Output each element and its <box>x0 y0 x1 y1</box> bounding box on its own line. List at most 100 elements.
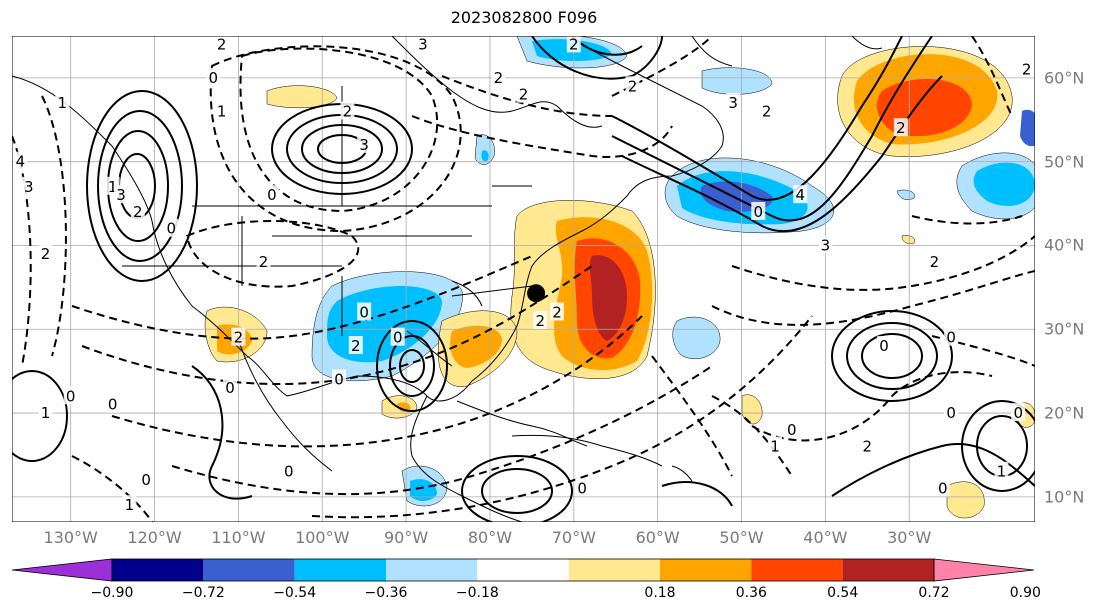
contour-label-bg <box>130 201 145 220</box>
contour-label-bg <box>13 151 28 170</box>
longitude-label: 70°W <box>551 528 596 547</box>
contour-label-bg <box>550 302 565 321</box>
contour-label: 2 <box>259 253 269 271</box>
contour-label: 4 <box>795 186 805 204</box>
contour-label: 3 <box>359 136 369 154</box>
contour-label: 0 <box>359 304 369 322</box>
contour-label-bg <box>357 302 372 321</box>
contour-label-bg <box>214 101 229 120</box>
contour-label: 0 <box>946 329 956 347</box>
contour-label: 3 <box>728 94 738 112</box>
longitude-label: 100°W <box>295 528 350 547</box>
colorbar-tick-label: 0.36 <box>735 585 767 601</box>
storm-center-marker <box>527 284 546 303</box>
contour-label-bg <box>55 93 70 112</box>
contour-label-bg <box>1011 403 1026 422</box>
contour-label: 2 <box>896 119 906 137</box>
contour-label-bg <box>793 185 808 204</box>
contour-label-bg <box>818 235 833 254</box>
colorbar-extend-low <box>11 558 113 582</box>
longitude-label: 120°W <box>127 528 182 547</box>
contour-label: 1 <box>108 178 118 196</box>
contour-label-bg <box>860 436 875 455</box>
longitude-label: 30°W <box>887 528 932 547</box>
contour-label: 4 <box>16 153 26 171</box>
contour-label: 2 <box>343 102 353 120</box>
colorbar-tick-label: 0.90 <box>1009 585 1041 601</box>
contour-label-bg <box>21 176 36 195</box>
colorbar-segment <box>386 559 478 581</box>
colorbar-segment <box>842 559 934 581</box>
contour-label: 0 <box>208 69 218 87</box>
contour-label-bg <box>63 386 78 405</box>
contour-label: 2 <box>217 36 227 53</box>
contour-label-bg <box>751 201 766 220</box>
contour-label: 2 <box>552 304 562 322</box>
contour-lines-dashed <box>12 36 1035 522</box>
contour-label: 0 <box>787 421 797 439</box>
contour-label: 2 <box>351 337 361 355</box>
longitude-label: 60°W <box>635 528 680 547</box>
latitude-label: 40°N <box>1044 235 1085 255</box>
contour-label: 0 <box>577 479 587 497</box>
contour-label: 1 <box>217 102 227 120</box>
latitude-label: 20°N <box>1044 403 1085 423</box>
contour-label: 3 <box>418 36 428 53</box>
contour-label-bg <box>231 327 246 346</box>
contour-label-bg <box>105 394 120 413</box>
contour-label: 2 <box>1022 61 1032 79</box>
contour-label: 0 <box>1013 404 1023 422</box>
contour-label: 2 <box>41 245 51 263</box>
colorbar-segment <box>660 559 752 581</box>
colorbar-tick-label: 0.72 <box>918 585 950 601</box>
contour-label-bg <box>944 327 959 346</box>
contour-label: 2 <box>930 253 940 271</box>
latitude-label: 30°N <box>1044 319 1085 339</box>
latitude-label: 10°N <box>1044 487 1085 507</box>
longitude-label: 110°W <box>211 528 266 547</box>
contour-label: 0 <box>284 463 294 481</box>
coastlines <box>12 36 883 522</box>
contour-label: 3 <box>821 236 831 254</box>
contour-label-bg <box>38 403 53 422</box>
latitude-label: 50°N <box>1044 152 1085 172</box>
contour-label-bg <box>415 36 430 53</box>
contour-label-bg <box>114 185 129 204</box>
colorbar-extend-high <box>933 558 1035 582</box>
contour-label-bg <box>164 218 179 237</box>
colorbar-tick-label: −0.90 <box>90 585 134 601</box>
contour-lines <box>12 36 1035 522</box>
contour-label: 1 <box>997 463 1007 481</box>
contour-label-bg <box>348 336 363 355</box>
colorbar-segment <box>294 559 386 581</box>
contour-label-bg <box>357 134 372 153</box>
contour-label-bg <box>927 252 942 271</box>
contour-label: 0 <box>167 220 177 238</box>
contour-label-bg <box>726 93 741 112</box>
contour-label: 0 <box>141 471 151 489</box>
contour-label: 1 <box>770 438 780 456</box>
contour-label-bg <box>533 310 548 329</box>
contour-label: 2 <box>519 86 529 104</box>
contour-label-bg <box>206 67 221 86</box>
contour-label-bg <box>122 495 137 514</box>
contour-label-bg <box>759 101 774 120</box>
contour-label: 0 <box>108 396 118 414</box>
contour-label-bg <box>1019 59 1034 78</box>
contour-label: 2 <box>133 203 143 221</box>
contour-label-bg <box>625 76 640 95</box>
contour-label-bg <box>139 470 154 489</box>
contour-label: 2 <box>569 36 579 53</box>
contour-label-bg <box>491 67 506 86</box>
contour-label: 0 <box>334 371 344 389</box>
colorbar <box>11 558 1035 582</box>
contour-label: 2 <box>628 77 638 95</box>
contour-label-bg <box>575 478 590 497</box>
contour-label: 0 <box>393 329 403 347</box>
contour-label-bg <box>768 436 783 455</box>
longitude-label: 90°W <box>384 528 429 547</box>
contour-label: 1 <box>41 404 51 422</box>
map-title: 2023082800 F096 <box>450 8 598 27</box>
